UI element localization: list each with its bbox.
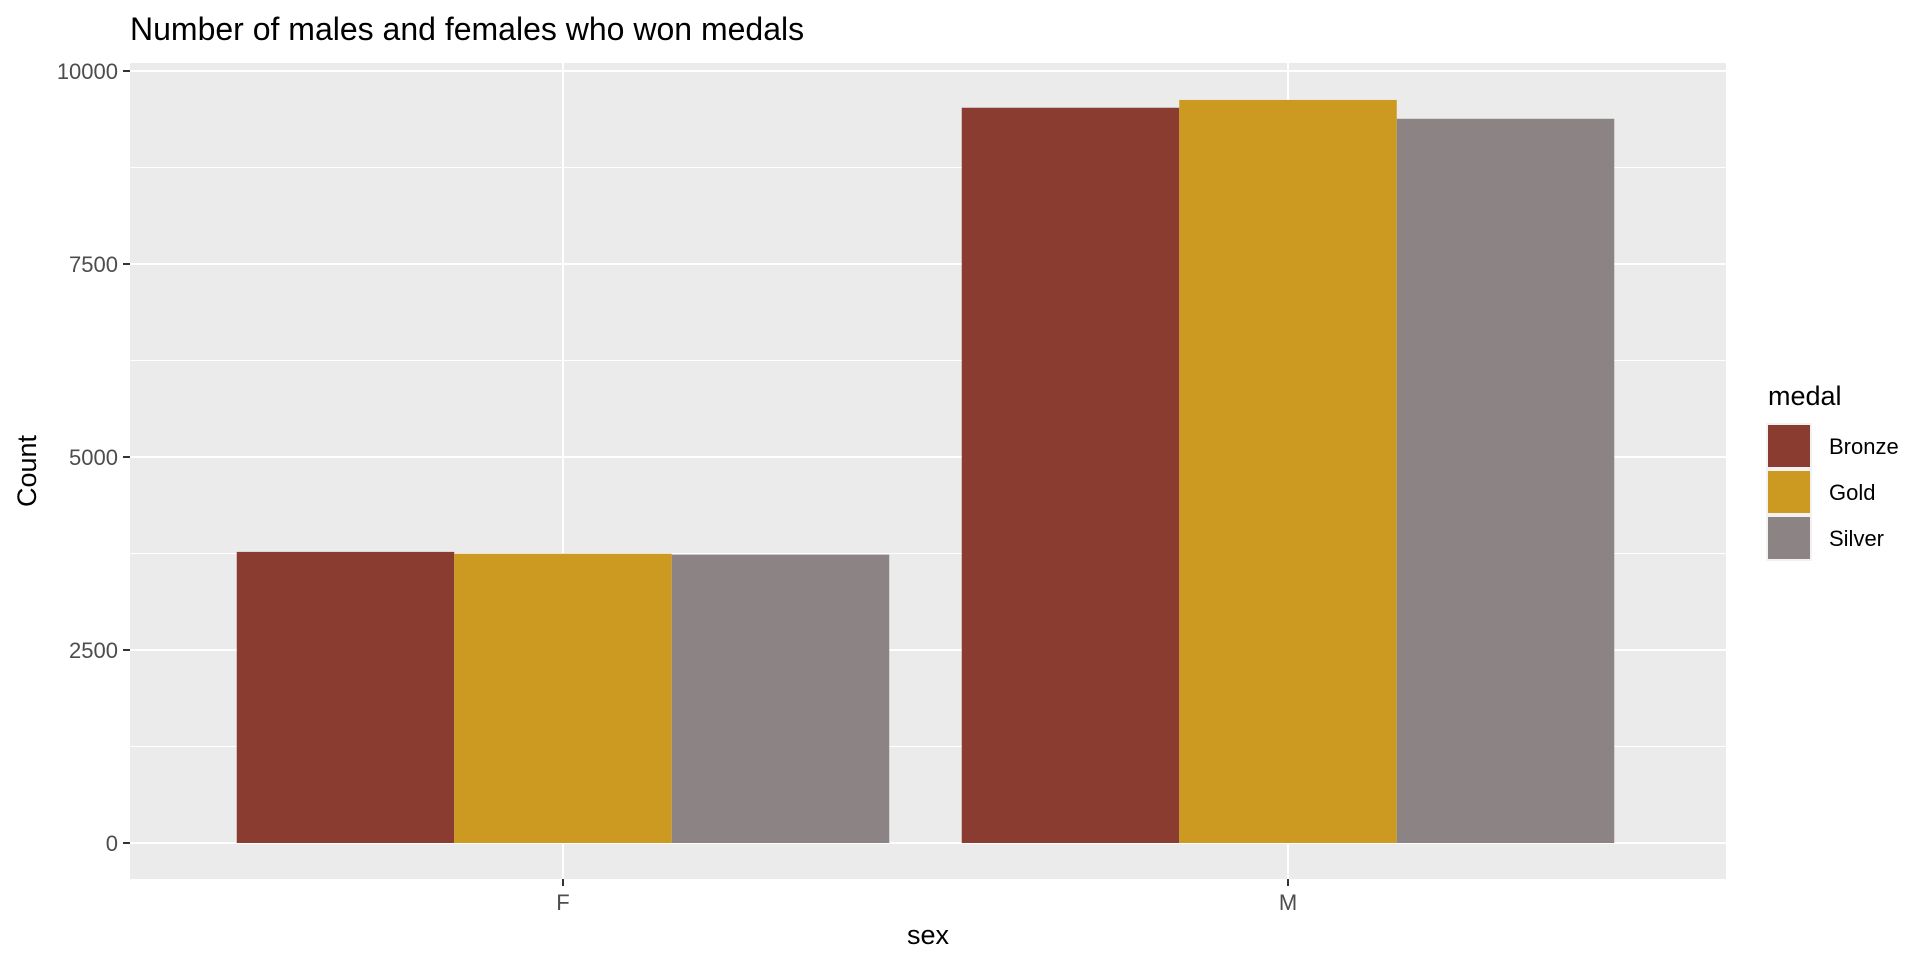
y-tick-label: 2500: [69, 638, 118, 663]
y-tick-label: 10000: [57, 59, 118, 84]
x-tick-label: F: [556, 890, 569, 915]
legend-label-silver: Silver: [1829, 526, 1884, 551]
legend-label-bronze: Bronze: [1829, 434, 1899, 459]
legend: medal Bronze Gold Silver: [1766, 381, 1899, 561]
legend-label-gold: Gold: [1829, 480, 1875, 505]
bar-F-bronze: [236, 551, 455, 843]
bars: [236, 99, 1615, 844]
bar-M-silver: [1396, 118, 1615, 843]
bar-M-gold: [1179, 99, 1397, 843]
y-tick-label: 5000: [69, 445, 118, 470]
legend-key-gold: [1768, 471, 1810, 513]
legend-key-silver: [1768, 517, 1810, 559]
legend-title: medal: [1768, 381, 1842, 411]
y-tick-label: 0: [106, 831, 118, 856]
x-tick-label: M: [1279, 890, 1297, 915]
x-axis-title: sex: [907, 920, 950, 950]
y-tick-label: 7500: [69, 252, 118, 277]
bar-M-bronze: [961, 107, 1180, 844]
chart-title: Number of males and females who won meda…: [130, 11, 804, 47]
y-axis: 0 2500 5000 7500 10000: [57, 59, 130, 856]
y-axis-title: Count: [12, 434, 42, 507]
bar-F-gold: [454, 553, 672, 843]
legend-key-bronze: [1768, 425, 1810, 467]
bar-F-silver: [671, 554, 890, 843]
